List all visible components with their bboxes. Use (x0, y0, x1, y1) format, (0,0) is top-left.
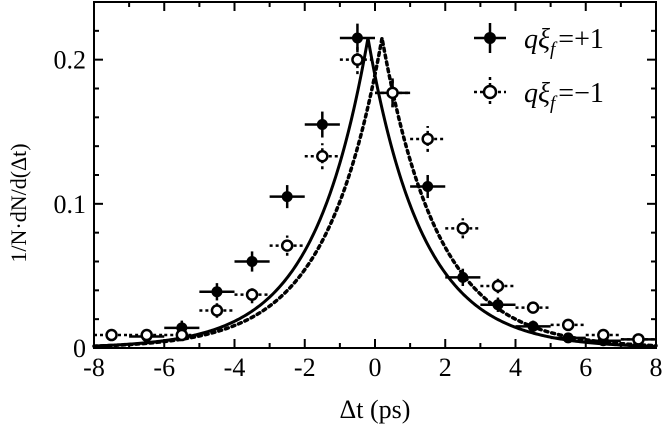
data-points (94, 23, 656, 347)
marker-open-circle (597, 328, 610, 342)
data-point-minus (164, 328, 200, 342)
legend-label: qξf =−1 (524, 78, 604, 114)
data-point-minus (269, 235, 305, 256)
x-tick-label: -8 (83, 353, 105, 382)
tick-labels: -8 -6 -4 -2 0 2 4 6 8 0 0.1 0.2 (54, 46, 663, 382)
marker-open-circle (140, 328, 153, 342)
marker-filled-circle (246, 256, 258, 267)
data-point-minus (515, 301, 551, 314)
marker-filled-circle (562, 332, 574, 344)
data-point-minus (550, 318, 586, 332)
marker-open-circle (175, 328, 189, 342)
x-axis-title: Δt (ps) (340, 395, 411, 424)
marker-filled-circle (492, 299, 504, 311)
marker-open-circle (561, 318, 575, 332)
y-axis-title: 1/N·dN/d(Δt) (6, 143, 31, 262)
data-point-plus (234, 251, 270, 272)
marker-filled-circle (281, 191, 293, 203)
y-tick-label: 0.2 (54, 46, 87, 75)
data-point-minus (339, 45, 375, 75)
marker-filled-circle (211, 286, 223, 298)
x-tick-label: 0 (369, 353, 382, 382)
data-point-minus (480, 278, 516, 294)
data-point-plus (269, 185, 305, 209)
data-point-minus (375, 78, 411, 108)
x-tick-label: 4 (509, 353, 522, 382)
axis-ticks (93, 1, 657, 349)
marker-open-circle (280, 239, 294, 252)
x-tick-label: 2 (439, 353, 452, 382)
y-tick-label: 0.1 (54, 190, 87, 219)
marker-open-circle (526, 301, 540, 314)
legend: qξf =+1 qξf =−1 (474, 23, 604, 114)
marker-open-circle (105, 328, 118, 342)
data-point-plus (480, 297, 516, 312)
data-point-minus (199, 303, 235, 318)
data-point-plus (515, 320, 551, 333)
data-point-plus (304, 111, 340, 138)
x-tick-label: -2 (294, 353, 316, 382)
data-point-minus (585, 328, 621, 342)
legend-marker (484, 32, 496, 44)
marker-open-circle (632, 333, 645, 346)
marker-filled-circle (457, 271, 469, 283)
data-point-plus (199, 283, 235, 301)
x-tick-label: 6 (579, 353, 592, 382)
marker-open-circle (456, 222, 470, 235)
data-point-minus (445, 218, 481, 239)
data-point-plus (550, 332, 586, 344)
marker-open-circle (491, 279, 505, 293)
data-point-plus (445, 268, 481, 287)
marker-filled-circle (351, 32, 363, 44)
marker-filled-circle (422, 181, 434, 193)
data-point-plus (410, 175, 446, 199)
data-point-minus (234, 286, 270, 304)
y-tick-label: 0 (73, 334, 86, 363)
legend-label: qξf =+1 (524, 24, 604, 60)
data-point-minus (410, 125, 446, 152)
x-tick-label: -4 (224, 353, 246, 382)
marker-filled-circle (316, 119, 328, 131)
x-tick-label: 8 (650, 353, 663, 382)
x-tick-label: -6 (153, 353, 175, 382)
marker-open-circle (245, 288, 259, 301)
marker-open-circle (351, 53, 364, 66)
marker-filled-circle (527, 320, 539, 332)
legend-entry-plus: qξf =+1 (474, 23, 604, 60)
data-point-minus (620, 333, 656, 346)
legend-marker (482, 84, 498, 100)
data-point-minus (304, 143, 340, 170)
fit-curve-minus (92, 37, 658, 348)
data-point-minus (94, 328, 130, 342)
data-point-minus (129, 328, 165, 342)
marker-open-circle (316, 150, 329, 163)
marker-open-circle (386, 86, 399, 100)
marker-open-circle (210, 304, 224, 317)
marker-open-circle (421, 132, 434, 146)
legend-entry-minus: qξf =−1 (474, 77, 604, 114)
